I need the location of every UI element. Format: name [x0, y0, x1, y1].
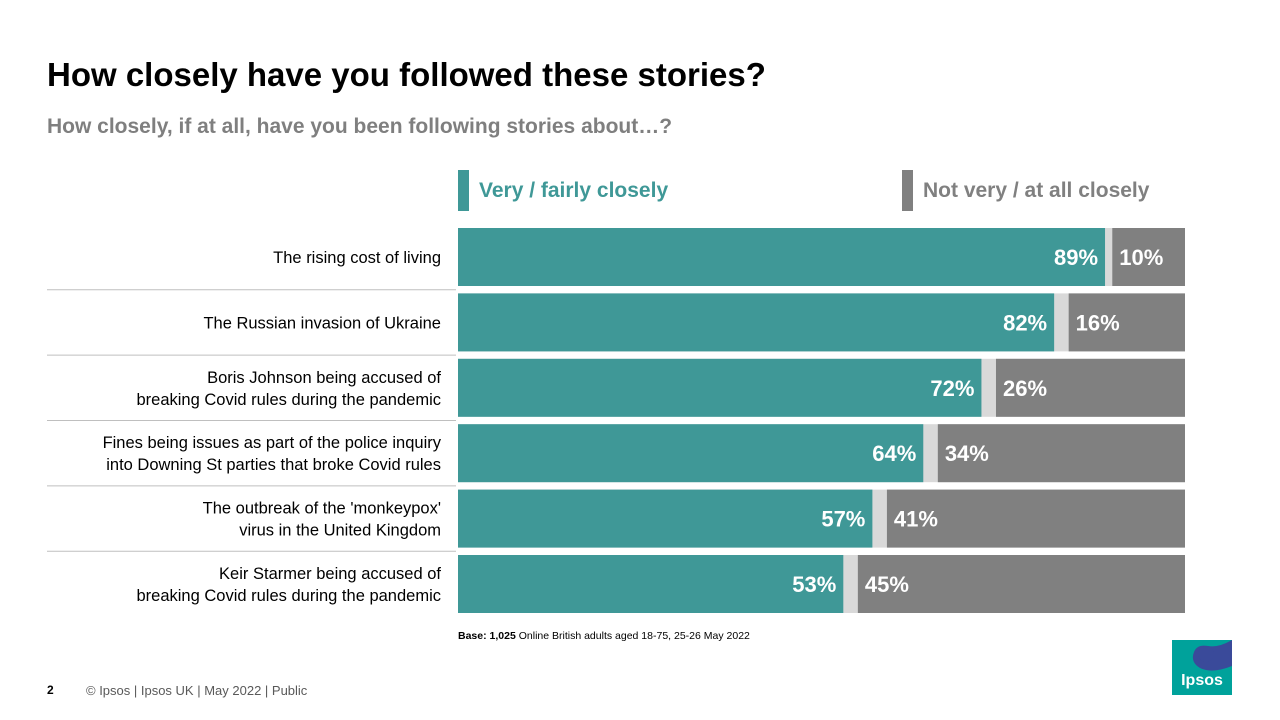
data-label-not-very: 26%: [1003, 376, 1047, 401]
page-subtitle: How closely, if at all, have you been fo…: [47, 115, 673, 138]
category-label: The outbreak of the 'monkeypox': [203, 500, 441, 518]
footer-text: © Ipsos | Ipsos UK | May 2022 | Public: [86, 683, 308, 698]
data-label-very-fairly: 72%: [930, 376, 974, 401]
data-label-not-very: 16%: [1076, 310, 1120, 335]
data-label-very-fairly: 57%: [821, 507, 865, 532]
base-label: Base:: [458, 630, 487, 642]
category-label: Keir Starmer being accused of: [219, 565, 441, 583]
legend-item-not-very: Not very / at all closely: [902, 170, 1149, 211]
data-label-not-very: 10%: [1119, 245, 1163, 270]
bar-not-very: [1068, 293, 1185, 352]
base-note: Base: 1,025 Online British adults aged 1…: [458, 630, 750, 642]
category-label: breaking Covid rules during the pandemic: [136, 587, 441, 605]
bar-not-very: [1112, 228, 1185, 286]
category-label: Boris Johnson being accused of: [207, 369, 441, 387]
bar-not-very: [886, 489, 1185, 548]
ipsos-logo: Ipsos: [1172, 640, 1232, 695]
data-label-not-very: 45%: [865, 572, 909, 597]
category-label: Fines being issues as part of the police…: [103, 434, 442, 452]
category-label: into Downing St parties that broke Covid…: [106, 456, 441, 474]
data-label-very-fairly: 64%: [872, 441, 916, 466]
category-label: breaking Covid rules during the pandemic: [136, 391, 441, 409]
category-label: The Russian invasion of Ukraine: [203, 314, 441, 332]
bar-very-fairly: [458, 358, 982, 417]
ipsos-logo-text: Ipsos: [1181, 672, 1223, 689]
bar-not-very: [937, 424, 1185, 483]
data-label-very-fairly: 89%: [1054, 245, 1098, 270]
category-label: virus in the United Kingdom: [239, 522, 441, 540]
ipsos-logo-mark: [1192, 640, 1232, 671]
category-label: The rising cost of living: [273, 249, 441, 267]
legend-item-very-fairly: Very / fairly closely: [458, 170, 668, 211]
page-title: How closely have you followed these stor…: [47, 56, 766, 93]
bar-very-fairly: [458, 489, 873, 548]
bar-very-fairly: [458, 228, 1106, 286]
bar-very-fairly: [458, 424, 924, 483]
data-label-not-very: 34%: [945, 441, 989, 466]
data-label-very-fairly: 82%: [1003, 310, 1047, 335]
legend-swatch-very-fairly: [458, 170, 469, 211]
bar-not-very: [857, 555, 1185, 613]
bar-very-fairly: [458, 555, 844, 613]
base-text: Online British adults aged 18-75, 25-26 …: [518, 630, 750, 642]
data-label-very-fairly: 53%: [792, 572, 836, 597]
bar-very-fairly: [458, 293, 1055, 352]
legend-label-not-very: Not very / at all closely: [923, 178, 1150, 202]
page-number: 2: [47, 683, 54, 697]
legend-swatch-not-very: [902, 170, 913, 211]
legend-label-very-fairly: Very / fairly closely: [479, 178, 669, 202]
base-count: 1,025: [489, 630, 516, 642]
data-label-not-very: 41%: [894, 507, 938, 532]
bar-not-very: [995, 358, 1185, 417]
